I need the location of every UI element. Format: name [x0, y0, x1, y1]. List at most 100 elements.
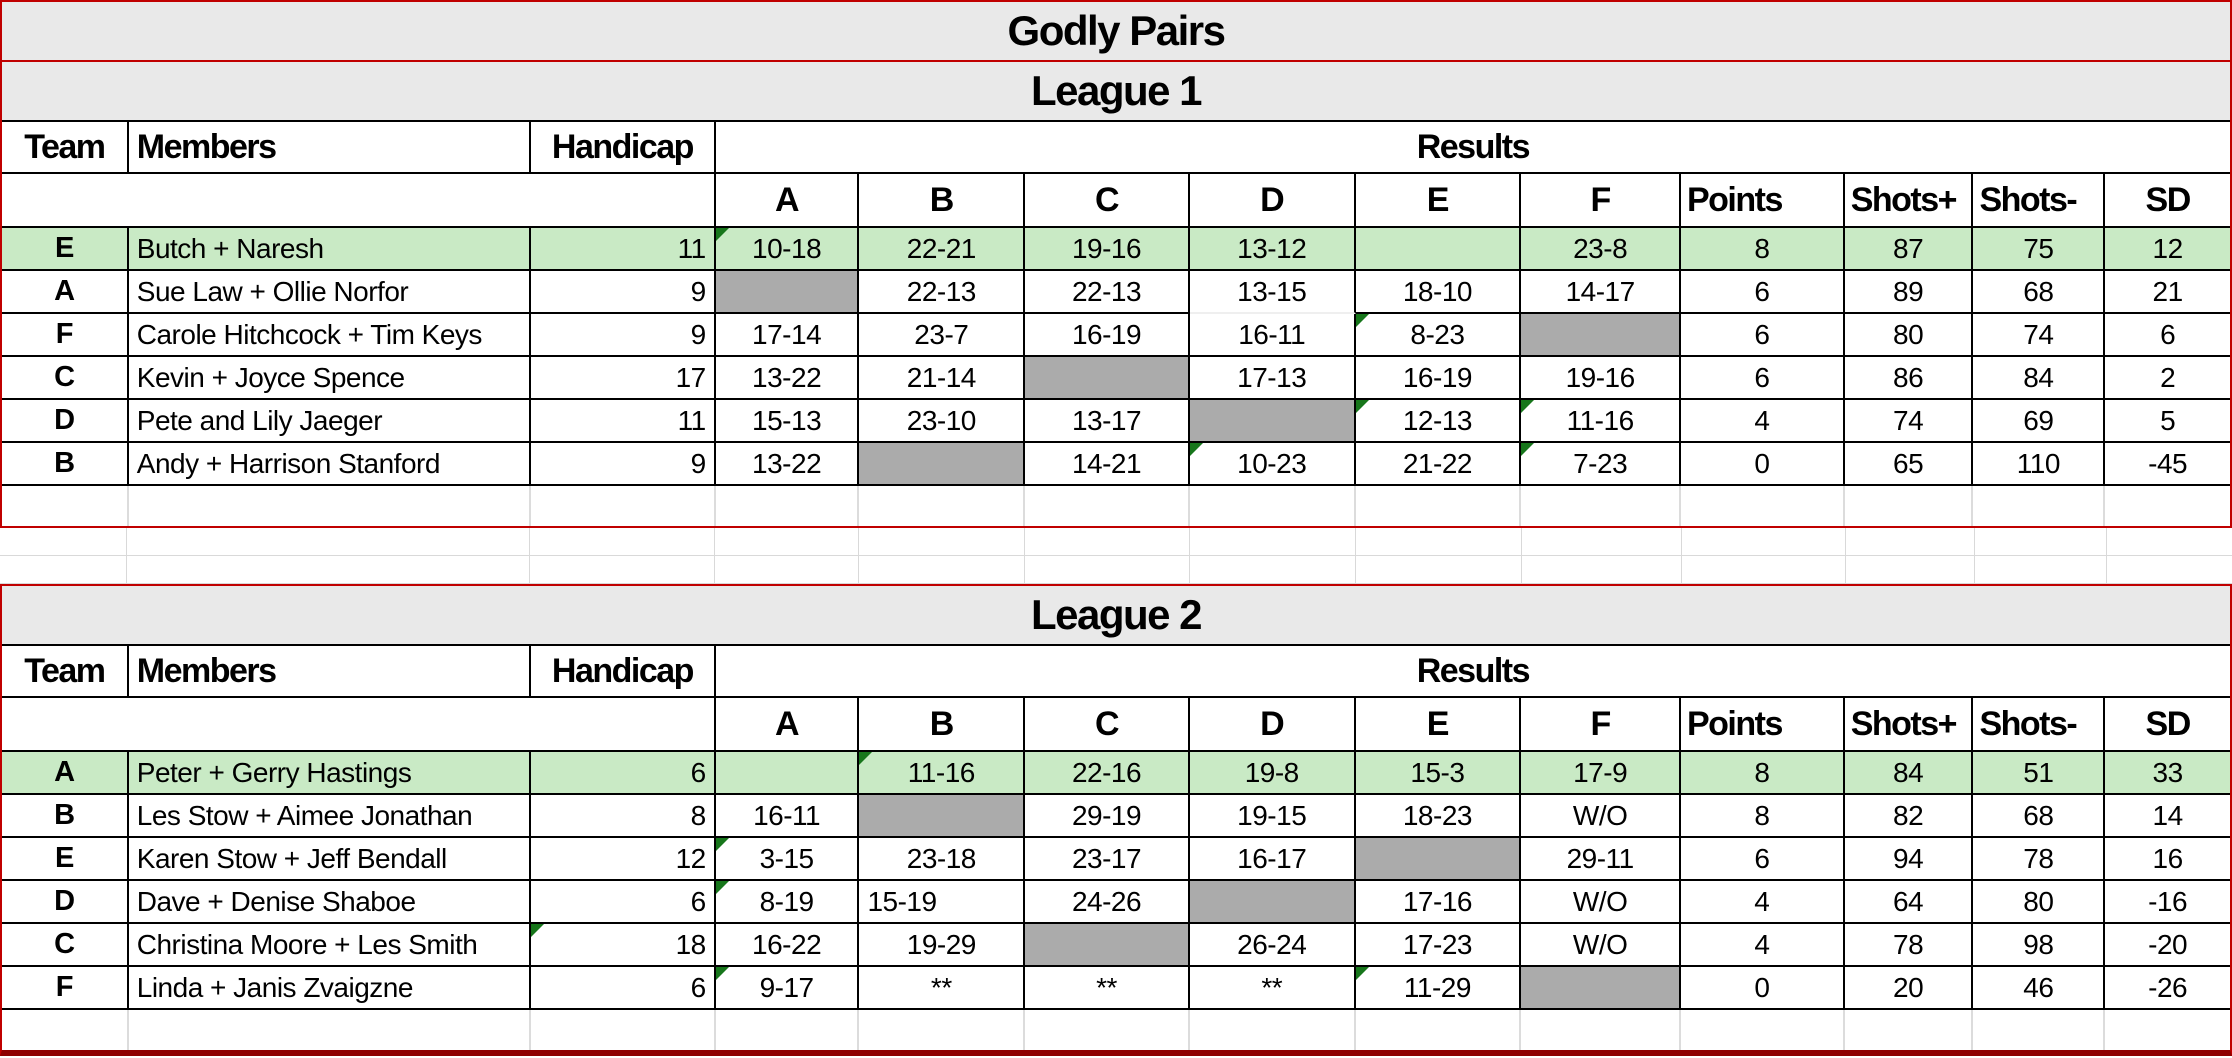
points-cell[interactable]: 8: [1681, 752, 1845, 795]
sd-cell[interactable]: 2: [2105, 357, 2230, 400]
column-header-e[interactable]: E: [1355, 698, 1522, 752]
result-cell-f[interactable]: 14-17: [1521, 271, 1681, 314]
result-cell-a[interactable]: [715, 752, 860, 795]
members-cell[interactable]: Christina Moore + Les Smith: [128, 924, 532, 967]
shots-minus-cell[interactable]: 75: [1973, 228, 2106, 271]
sd-cell[interactable]: -20: [2105, 924, 2230, 967]
handicap-cell[interactable]: 18: [531, 924, 716, 967]
members-cell[interactable]: Butch + Naresh: [128, 228, 532, 271]
points-cell[interactable]: 4: [1681, 400, 1845, 443]
shots-minus-cell[interactable]: 84: [1973, 357, 2106, 400]
result-cell-a[interactable]: 16-22: [715, 924, 860, 967]
result-cell-f[interactable]: 7-23: [1521, 443, 1681, 486]
result-cell-c[interactable]: 23-17: [1025, 838, 1190, 881]
column-header-results[interactable]: Results: [715, 646, 2231, 698]
sd-cell[interactable]: -16: [2105, 881, 2230, 924]
shots-plus-cell[interactable]: 82: [1844, 795, 1974, 838]
handicap-cell[interactable]: 17: [531, 357, 716, 400]
column-header-c[interactable]: C: [1025, 174, 1190, 228]
shots-minus-cell[interactable]: 98: [1973, 924, 2106, 967]
result-cell-e[interactable]: 17-16: [1355, 881, 1522, 924]
shots-plus-cell[interactable]: 87: [1844, 228, 1974, 271]
points-cell[interactable]: 8: [1681, 795, 1845, 838]
result-cell-d[interactable]: 13-12: [1189, 228, 1356, 271]
column-header-team[interactable]: Team: [2, 646, 129, 698]
league-2-title-cell[interactable]: League 2: [2, 586, 2230, 646]
members-cell[interactable]: Pete and Lily Jaeger: [128, 400, 532, 443]
shots-minus-cell[interactable]: 78: [1973, 838, 2106, 881]
column-header-team[interactable]: Team: [2, 122, 129, 174]
members-cell[interactable]: Sue Law + Ollie Norfor: [128, 271, 532, 314]
result-cell-a[interactable]: [715, 271, 860, 314]
column-header-shots-plus[interactable]: Shots+: [1844, 174, 1974, 228]
shots-plus-cell[interactable]: 80: [1844, 314, 1974, 357]
column-header-sd[interactable]: SD: [2105, 174, 2231, 228]
column-header-shots-plus[interactable]: Shots+: [1844, 698, 1974, 752]
result-cell-c[interactable]: [1025, 924, 1190, 967]
shots-plus-cell[interactable]: 20: [1844, 967, 1974, 1010]
handicap-cell[interactable]: 8: [531, 795, 716, 838]
shots-minus-cell[interactable]: 80: [1973, 881, 2106, 924]
column-header-members[interactable]: Members: [128, 646, 532, 698]
members-cell[interactable]: Andy + Harrison Stanford: [128, 443, 532, 486]
points-cell[interactable]: 6: [1681, 271, 1845, 314]
result-cell-c[interactable]: 22-16: [1025, 752, 1190, 795]
result-cell-f[interactable]: [1521, 314, 1681, 357]
shots-minus-cell[interactable]: 68: [1973, 795, 2106, 838]
team-cell[interactable]: D: [2, 400, 129, 443]
result-cell-e[interactable]: 17-23: [1355, 924, 1522, 967]
result-cell-b[interactable]: 15-19: [859, 881, 1026, 924]
sd-cell[interactable]: 6: [2105, 314, 2230, 357]
members-cell[interactable]: Karen Stow + Jeff Bendall: [128, 838, 532, 881]
shots-plus-cell[interactable]: 89: [1844, 271, 1974, 314]
handicap-cell[interactable]: 12: [531, 838, 716, 881]
column-header-shots-minus[interactable]: Shots-: [1973, 174, 2106, 228]
result-cell-b[interactable]: 21-14: [859, 357, 1026, 400]
result-cell-d[interactable]: 17-13: [1189, 357, 1356, 400]
handicap-cell[interactable]: 6: [531, 967, 716, 1010]
column-header-b[interactable]: B: [859, 174, 1026, 228]
sd-cell[interactable]: 14: [2105, 795, 2230, 838]
result-cell-c[interactable]: 24-26: [1025, 881, 1190, 924]
points-cell[interactable]: 6: [1681, 357, 1845, 400]
column-header-a[interactable]: A: [715, 174, 860, 228]
column-header-results[interactable]: Results: [715, 122, 2231, 174]
column-header-f[interactable]: F: [1521, 698, 1681, 752]
result-cell-c[interactable]: **: [1025, 967, 1190, 1010]
result-cell-d[interactable]: 19-15: [1189, 795, 1356, 838]
shots-plus-cell[interactable]: 74: [1844, 400, 1974, 443]
members-cell[interactable]: Linda + Janis Zvaigzne: [128, 967, 532, 1010]
shots-minus-cell[interactable]: 110: [1973, 443, 2106, 486]
subheader-blank-cell[interactable]: [2, 698, 716, 752]
column-header-handicap[interactable]: Handicap: [531, 646, 716, 698]
result-cell-e[interactable]: 11-29: [1355, 967, 1522, 1010]
result-cell-d[interactable]: 16-17: [1189, 838, 1356, 881]
result-cell-e[interactable]: 16-19: [1355, 357, 1522, 400]
points-cell[interactable]: 4: [1681, 924, 1845, 967]
result-cell-e[interactable]: 15-3: [1355, 752, 1522, 795]
points-cell[interactable]: 0: [1681, 443, 1845, 486]
points-cell[interactable]: 6: [1681, 314, 1845, 357]
result-cell-f[interactable]: 17-9: [1521, 752, 1681, 795]
result-cell-d[interactable]: 26-24: [1189, 924, 1356, 967]
result-cell-a[interactable]: 13-22: [715, 357, 860, 400]
result-cell-e[interactable]: 18-10: [1355, 271, 1522, 314]
result-cell-f[interactable]: W/O: [1521, 795, 1681, 838]
result-cell-d[interactable]: **: [1189, 967, 1356, 1010]
points-cell[interactable]: 6: [1681, 838, 1845, 881]
result-cell-f[interactable]: [1521, 967, 1681, 1010]
sheet-title-cell[interactable]: Godly Pairs: [2, 2, 2230, 62]
shots-minus-cell[interactable]: 46: [1973, 967, 2106, 1010]
column-header-c[interactable]: C: [1025, 698, 1190, 752]
handicap-cell[interactable]: 11: [531, 228, 716, 271]
result-cell-d[interactable]: 16-11: [1189, 314, 1356, 357]
result-cell-e[interactable]: 8-23: [1355, 314, 1522, 357]
shots-minus-cell[interactable]: 51: [1973, 752, 2106, 795]
result-cell-c[interactable]: [1025, 357, 1190, 400]
result-cell-b[interactable]: [859, 443, 1026, 486]
sd-cell[interactable]: -45: [2105, 443, 2230, 486]
column-header-sd[interactable]: SD: [2105, 698, 2231, 752]
result-cell-e[interactable]: [1355, 838, 1522, 881]
result-cell-e[interactable]: [1355, 228, 1522, 271]
result-cell-a[interactable]: 17-14: [715, 314, 860, 357]
